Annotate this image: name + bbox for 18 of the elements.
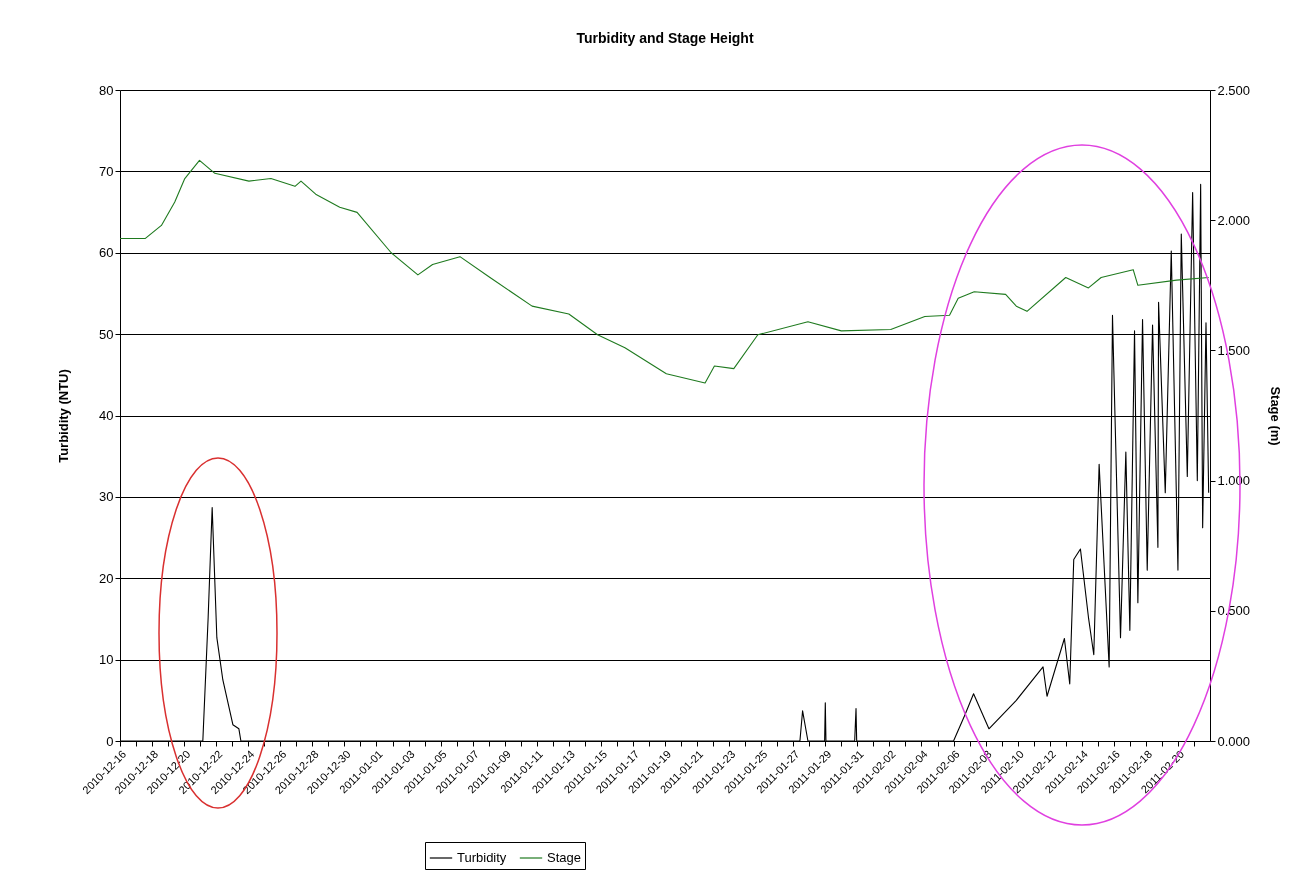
legend-label: Stage — [547, 850, 581, 865]
line-series — [119, 159, 1210, 384]
y-tick-label: 70 — [99, 163, 114, 179]
y-tick-label: 40 — [99, 408, 114, 423]
y2-tick-label: 0.000 — [1217, 733, 1251, 749]
y-tick-label: 0 — [106, 733, 114, 749]
y-tick-label: 30 — [99, 489, 114, 505]
y2-tick-label: 2.000 — [1217, 212, 1251, 228]
y-tick-label: 50 — [99, 326, 114, 342]
y-tick-label: 10 — [99, 652, 114, 668]
y-tick-label: 60 — [99, 245, 114, 261]
y-axis-title: Turbidity (NTU) — [56, 369, 72, 463]
y2-tick-label: 2.500 — [1217, 82, 1251, 98]
legend-label: Turbidity — [457, 850, 507, 865]
y2-axis-title: Stage (m) — [1268, 386, 1284, 446]
y-tick-label: 20 — [99, 570, 114, 586]
chart-title: Turbidity and Stage Height — [576, 30, 754, 46]
y-tick-label: 80 — [99, 82, 114, 98]
